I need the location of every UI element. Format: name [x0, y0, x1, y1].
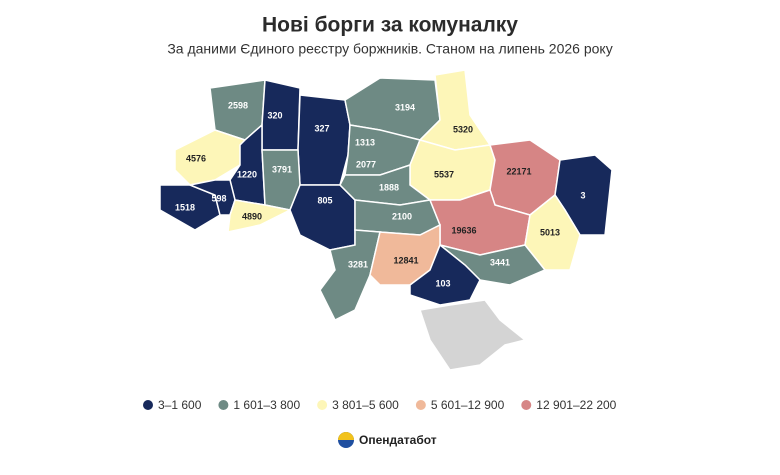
region	[409, 243, 481, 306]
region-value: 5320	[453, 124, 473, 134]
region-value: 598	[211, 193, 226, 203]
region-value: 5013	[540, 227, 560, 237]
region-value: 103	[435, 278, 450, 288]
region-value: 1313	[355, 137, 375, 147]
region-value: 320	[267, 110, 282, 120]
region-value: 3194	[395, 102, 415, 112]
region	[319, 229, 381, 322]
region-value: 327	[314, 123, 329, 133]
regions: 2598 320 327 1313 3194 5320 4576 1220 3791 2077 55…	[159, 69, 613, 322]
region	[174, 129, 246, 186]
region-value: 3	[580, 190, 585, 200]
legend: 3–1 600 1 601–3 800 3 801–5 600 5 601–12 90…	[143, 398, 617, 412]
crimea	[419, 299, 527, 371]
legend-label: 12 901–22 200	[536, 398, 616, 412]
legend-swatch	[415, 400, 426, 410]
region-value: 1888	[379, 182, 399, 192]
region-value: 805	[317, 195, 332, 205]
subtitle: За даними Єдиного реєстру боржників. Ста…	[167, 41, 612, 57]
region-value: 5537	[434, 169, 454, 179]
region-value: 12841	[393, 255, 418, 265]
title: Нові борги за комуналку	[262, 14, 518, 37]
legend-label: 5 601–12 900	[431, 398, 505, 412]
region-value: 1220	[237, 169, 257, 179]
brand-icon-top	[338, 432, 354, 440]
brand: Опендатабот	[359, 433, 437, 447]
region-value: 2100	[392, 211, 412, 221]
legend-label: 1 601–3 800	[233, 398, 300, 412]
region-value: 1518	[175, 202, 195, 212]
region-value: 22171	[506, 166, 531, 176]
region-value: 3281	[348, 259, 368, 269]
region-value: 3441	[490, 257, 510, 267]
legend-swatch	[317, 400, 328, 410]
region-value: 2077	[356, 159, 376, 169]
region-value: 19636	[451, 225, 476, 235]
legend-swatch	[521, 400, 532, 410]
region-value: 3791	[272, 164, 292, 174]
legend-swatch	[218, 400, 229, 410]
region-value: 2598	[228, 100, 248, 110]
legend-swatch	[143, 400, 153, 410]
legend-label: 3–1 600	[158, 398, 202, 412]
region-value: 4890	[242, 211, 262, 221]
region-value: 4576	[186, 153, 206, 163]
legend-label: 3 801–5 600	[332, 398, 399, 412]
region	[297, 94, 351, 186]
